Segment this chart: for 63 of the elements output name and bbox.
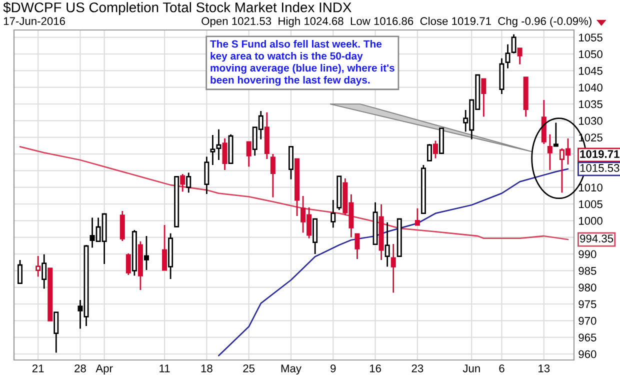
y-tick-label: 965 <box>578 334 596 342</box>
y-tick-label: 1055 <box>579 34 602 42</box>
chart-title: $DWCPF US Completion Total Stock Market Index INDX <box>3 2 352 16</box>
candlestick <box>384 222 390 268</box>
text: 1019.71 <box>580 150 620 158</box>
x-tick-label: 9 <box>330 364 336 372</box>
data-label: 994.35 <box>580 234 614 242</box>
candlestick <box>517 48 522 66</box>
candlestick <box>144 235 149 271</box>
y-tick-label: 980 <box>578 284 596 292</box>
y-tick-label: 1040 <box>579 84 602 92</box>
x-tick-label: 21 <box>32 364 44 372</box>
y-tick-label: 1010 <box>579 184 602 192</box>
candlestick <box>54 312 59 354</box>
candlestick <box>204 156 210 195</box>
x-tick-label: Apr <box>96 364 113 375</box>
line-series <box>19 146 569 240</box>
x-tick-label: 25 <box>243 364 255 372</box>
candlestick <box>330 199 336 228</box>
y-tick-label: 975 <box>578 300 596 308</box>
line-series <box>218 168 569 356</box>
candlestick <box>426 143 432 162</box>
candlestick <box>120 210 125 242</box>
y-tick-label: 1045 <box>579 66 602 75</box>
data-label: 1015.53 <box>580 164 620 172</box>
x-tick-label: Jun <box>462 364 480 372</box>
candlestick <box>481 78 486 118</box>
candlestick <box>126 252 131 276</box>
x-tick-label: 16 <box>370 364 381 372</box>
candlestick <box>547 134 552 171</box>
x-tick-label: 6 <box>499 364 504 372</box>
y-tick-label: 1050 <box>579 50 602 58</box>
candlestick <box>414 208 420 226</box>
candlestick <box>354 233 360 260</box>
candlestick <box>270 153 276 198</box>
y-tick-label: 1000 <box>579 216 602 225</box>
chart-subtitle: 17-Jun-2016 <box>4 17 66 26</box>
candlestick <box>553 122 558 147</box>
y-tick-label: 1005 <box>579 200 602 208</box>
text: Open 1021.53 High 1024.68 Low 1016.86 Close 1019.71 Chg -0.96 (-0.09%) <box>202 16 592 28</box>
x-tick-label: 13 <box>538 364 550 372</box>
candlestick <box>390 243 396 294</box>
y-tick-label: 1035 <box>579 100 602 108</box>
y-tick-label: 970 <box>578 316 596 325</box>
candlestick <box>312 218 318 255</box>
candlestick <box>162 224 168 271</box>
candlestick <box>433 140 438 160</box>
candlestick <box>186 172 192 194</box>
x-tick-label: 23 <box>412 364 424 372</box>
candlestick <box>18 259 23 284</box>
annotation: The S Fund also fell last week. The key area to watch is the 50-day moving average (blue line), where it's been hovering the last few days. <box>210 40 394 86</box>
y-tick-label: 985 <box>578 266 596 275</box>
y-tick-label: 990 <box>578 250 596 258</box>
y-tick-label: 1030 <box>579 116 602 125</box>
candlestick <box>180 173 186 192</box>
x-tick-label: 18 <box>201 364 212 372</box>
x-tick-label: May <box>281 364 302 375</box>
x-tick-label: 11 <box>160 364 170 372</box>
y-tick-label: 960 <box>578 350 596 358</box>
candlestick <box>246 141 252 168</box>
x-tick-label: 28 <box>74 364 86 372</box>
candlestick <box>288 146 294 180</box>
candlestick <box>222 138 228 171</box>
